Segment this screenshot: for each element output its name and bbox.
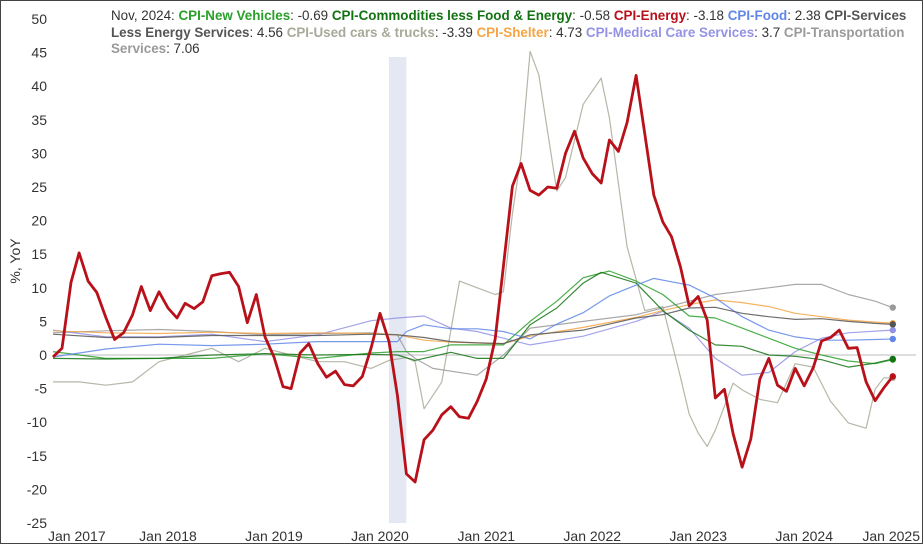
legend-item: CPI-Energy: -3.18 bbox=[610, 8, 724, 23]
legend-series-name: CPI-Transportation Services bbox=[111, 24, 905, 57]
legend-series-name: CPI-New Vehicles bbox=[178, 8, 291, 23]
series-line bbox=[52, 271, 893, 368]
legend-item: CPI-Used cars & trucks: -3.39 bbox=[283, 25, 473, 40]
y-tick-label: -20 bbox=[27, 481, 47, 497]
legend-item: CPI-Food: 2.38 bbox=[724, 8, 821, 23]
legend-series-name: CPI-Shelter bbox=[472, 24, 549, 40]
y-tick-label: 45 bbox=[31, 45, 47, 61]
x-tick-label: Jan 2019 bbox=[245, 528, 303, 543]
legend-series-value: : -0.69 bbox=[290, 8, 329, 23]
series-end-point bbox=[889, 373, 896, 380]
series-end-point bbox=[889, 326, 896, 334]
y-tick-label: -10 bbox=[27, 414, 47, 430]
recession-band bbox=[388, 57, 407, 523]
series-end-point bbox=[889, 304, 896, 311]
legend-item: CPI-Commodities less Food & Energy: -0.5… bbox=[328, 8, 610, 23]
y-tick-label: 35 bbox=[31, 112, 47, 128]
legend-series-value: : -0.58 bbox=[572, 8, 611, 23]
y-tick-label: 20 bbox=[31, 213, 47, 229]
legend-series-value: : 2.38 bbox=[787, 8, 821, 23]
x-tick-label: Jan 2023 bbox=[669, 528, 727, 543]
y-tick-label: 25 bbox=[31, 179, 47, 195]
y-tick-label: 40 bbox=[31, 78, 47, 94]
legend-item: CPI-Transportation Services: 7.06 bbox=[111, 25, 904, 57]
y-tick-label: 30 bbox=[31, 145, 47, 161]
y-tick-label: 50 bbox=[31, 11, 47, 27]
series-line bbox=[52, 277, 893, 358]
legend-series-value: : 4.73 bbox=[548, 24, 583, 40]
legend-series-value: : 7.06 bbox=[166, 41, 200, 56]
legend-series-name: CPI-Medical Care Services bbox=[582, 24, 755, 40]
x-tick-label: Jan 2022 bbox=[563, 528, 621, 543]
legend-date: Nov, 2024: bbox=[111, 8, 175, 23]
legend-series-value: : 4.56 bbox=[249, 24, 283, 40]
legend-series-name: CPI-Energy bbox=[610, 8, 687, 23]
series-end-point bbox=[889, 321, 896, 328]
legend-item: CPI-Medical Care Services: 3.7 bbox=[582, 25, 780, 40]
legend-item: CPI-Services Less Energy Services: 4.56 bbox=[111, 8, 906, 40]
y-axis-label: %, YoY bbox=[7, 238, 23, 284]
x-tick-label: Jan 2020 bbox=[351, 528, 409, 543]
legend-series-value: : 3.7 bbox=[754, 24, 781, 40]
legend-item: CPI-New Vehicles: -0.69 bbox=[179, 8, 329, 23]
chart-legend: Nov, 2024: CPI-New Vehicles: -0.69 CPI-C… bbox=[111, 8, 911, 58]
y-tick-label: -25 bbox=[27, 515, 47, 531]
legend-series-value: : -3.18 bbox=[686, 8, 725, 23]
y-tick-label: -15 bbox=[27, 448, 47, 464]
legend-series-name: CPI-Food bbox=[724, 8, 788, 23]
legend-item: CPI-Shelter: 4.73 bbox=[472, 24, 583, 40]
x-tick-label: Jan 2024 bbox=[775, 528, 833, 543]
legend-series-name: CPI-Used cars & trucks bbox=[282, 24, 435, 40]
y-tick-label: 5 bbox=[39, 313, 47, 329]
series-end-point bbox=[889, 335, 896, 343]
x-tick-label: Jan 2017 bbox=[48, 528, 106, 543]
y-tick-label: 15 bbox=[31, 246, 47, 262]
y-tick-label: 10 bbox=[31, 280, 47, 296]
legend-series-name: CPI-Commodities less Food & Energy bbox=[328, 8, 573, 23]
y-tick-label: 0 bbox=[39, 347, 47, 363]
x-tick-label: Jan 2025 bbox=[862, 528, 920, 543]
series-end-point bbox=[889, 355, 896, 363]
x-tick-label: Jan 2018 bbox=[139, 528, 197, 543]
legend-series-name: CPI-Services Less Energy Services bbox=[111, 8, 907, 40]
series-line bbox=[52, 74, 894, 484]
series-line bbox=[52, 270, 893, 365]
y-tick-label: -5 bbox=[35, 381, 48, 397]
x-tick-label: Jan 2021 bbox=[457, 528, 515, 543]
legend-series-value: : -3.39 bbox=[434, 24, 473, 40]
series-line bbox=[53, 50, 893, 447]
